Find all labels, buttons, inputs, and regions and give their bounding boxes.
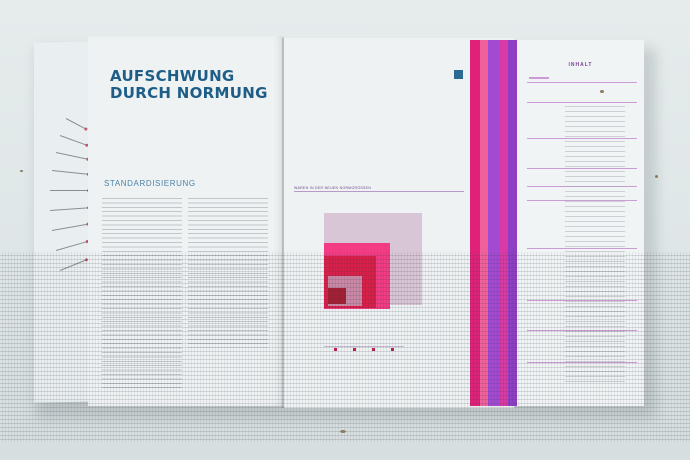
ray-line xyxy=(50,189,90,192)
body-column-left xyxy=(102,198,182,388)
stripe-magenta-2 xyxy=(500,40,508,406)
figure-rule xyxy=(294,191,464,192)
marker-dot xyxy=(334,348,337,351)
stripe-violet xyxy=(488,40,500,406)
toc-rule xyxy=(527,102,637,103)
stripe-purple xyxy=(508,40,518,406)
table-speck xyxy=(340,430,346,433)
register-stripes xyxy=(470,40,518,406)
stripe-pink xyxy=(480,40,488,406)
marker-dot xyxy=(391,348,394,351)
figure-bottom-rule xyxy=(324,346,404,347)
marker-dot xyxy=(372,348,375,351)
marker-dots xyxy=(334,338,410,356)
left-page: AUFSCHWUNG DURCH NORMUNG STANDARDISIERUNG xyxy=(88,36,284,406)
figure-label: WAREN IN DER NEUEN NORMGRÖSSEN xyxy=(294,186,372,190)
toc-section xyxy=(529,77,549,79)
headline: AUFSCHWUNG DURCH NORMUNG xyxy=(110,67,268,102)
toc-page: INHALT xyxy=(517,40,644,406)
table-speck xyxy=(600,90,604,93)
table-speck xyxy=(655,175,658,178)
toc-title: INHALT xyxy=(568,62,593,68)
toc-rule xyxy=(527,82,637,83)
corner-marker xyxy=(454,70,463,79)
stripe-magenta xyxy=(470,40,480,406)
body-column-right xyxy=(188,198,268,348)
marker-dot xyxy=(353,348,356,351)
section-subhead: STANDARDISIERUNG xyxy=(104,179,196,188)
toc-entry-lines xyxy=(565,106,625,386)
square-dark xyxy=(328,288,346,304)
table-speck xyxy=(20,170,23,172)
